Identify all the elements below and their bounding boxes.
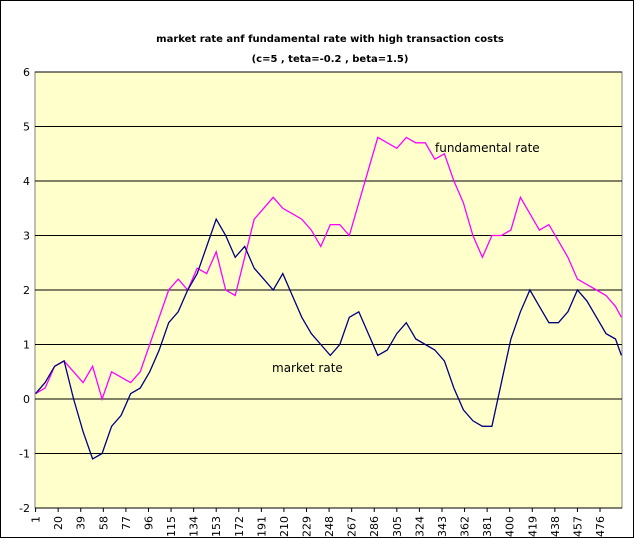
- annotation: market rate: [272, 361, 343, 375]
- series-line: [35, 217, 623, 460]
- x-tick-label: 39: [75, 516, 88, 530]
- x-tick-label: 77: [120, 516, 133, 530]
- y-tick-label: -1: [19, 448, 30, 461]
- x-tick-label: 153: [210, 516, 223, 537]
- x-tick-label: 1: [30, 516, 43, 523]
- chart-title: market rate anf fundamental rate with hi…: [156, 34, 504, 45]
- x-tick-label: 457: [571, 516, 584, 537]
- x-tick-label: 191: [255, 516, 268, 537]
- chart-subtitle: (c=5 , teta=-0.2 , beta=1.5): [252, 54, 409, 65]
- x-tick-label: 419: [526, 516, 539, 537]
- series-line: [35, 136, 622, 402]
- y-tick-label: -2: [19, 502, 30, 515]
- y-tick-label: 6: [23, 66, 30, 79]
- y-tick-label: 2: [23, 284, 30, 297]
- x-tick-label: 172: [233, 516, 246, 537]
- y-tick-label: 3: [23, 230, 30, 243]
- x-tick-label: 134: [188, 516, 201, 537]
- y-tick-label: 5: [23, 121, 30, 134]
- x-tick-label: 96: [142, 516, 155, 530]
- x-tick-label: 248: [323, 516, 336, 537]
- x-tick-label: 438: [549, 516, 562, 537]
- y-tick-label: 0: [23, 393, 30, 406]
- y-tick-label: 4: [23, 175, 30, 188]
- x-tick-label: 267: [346, 516, 359, 537]
- annotation: fundamental rate: [435, 141, 540, 155]
- x-tick-label: 229: [301, 516, 314, 537]
- x-tick-label: 362: [459, 516, 472, 537]
- x-tick-label: 115: [165, 516, 178, 537]
- x-tick-label: 381: [481, 516, 494, 537]
- x-tick-label: 210: [278, 516, 291, 537]
- x-tick-label: 476: [594, 516, 607, 537]
- x-tick-label: 58: [97, 516, 110, 530]
- x-tick-label: 400: [504, 516, 517, 537]
- y-tick-label: 1: [23, 339, 30, 352]
- x-tick-label: 20: [52, 516, 65, 530]
- x-tick-label: 305: [391, 516, 404, 537]
- x-tick-label: 343: [436, 516, 449, 537]
- x-tick-label: 324: [413, 516, 426, 537]
- x-tick-label: 286: [368, 516, 381, 537]
